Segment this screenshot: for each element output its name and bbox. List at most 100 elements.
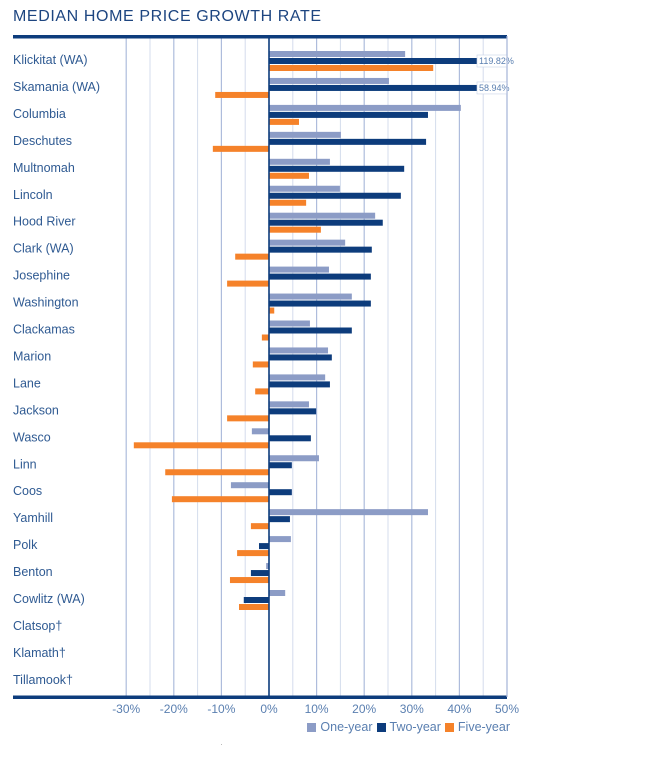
bar-two-year-1 bbox=[269, 84, 477, 91]
category-label: Polk bbox=[13, 538, 38, 552]
category-label: Cowlitz (WA) bbox=[13, 592, 85, 606]
bar-five-year-12 bbox=[255, 388, 269, 395]
category-label: Coos bbox=[13, 484, 42, 498]
category-label: Klickitat (WA) bbox=[13, 53, 88, 67]
decorative-dot bbox=[221, 744, 222, 745]
bar-two-year-4 bbox=[269, 165, 405, 172]
bar-one-year-17 bbox=[269, 509, 428, 516]
bar-one-year-0 bbox=[269, 51, 406, 57]
bar-five-year-14 bbox=[133, 442, 269, 449]
bar-five-year-16 bbox=[171, 496, 269, 503]
data-label-1: 58.94% bbox=[479, 83, 510, 93]
category-labels: Klickitat (WA) Skamania (WA) Columbia Desch… bbox=[13, 53, 100, 687]
category-label: Skamania (WA) bbox=[13, 80, 100, 94]
bar-one-year-19 bbox=[266, 563, 269, 570]
bar-two-year-17 bbox=[269, 516, 290, 523]
category-label: Benton bbox=[13, 565, 53, 579]
legend-swatch-one-year bbox=[307, 722, 317, 732]
category-label: Yamhill bbox=[13, 511, 53, 525]
category-label: Clark (WA) bbox=[13, 242, 74, 256]
bar-five-year-7 bbox=[235, 253, 269, 260]
bar-one-year-20 bbox=[269, 590, 286, 596]
category-label: Multnomah bbox=[13, 161, 75, 175]
legend-item-two-year: Two-year bbox=[376, 720, 441, 734]
frame bbox=[13, 35, 508, 699]
top-rule bbox=[13, 35, 507, 39]
legend-label: One-year bbox=[320, 720, 373, 734]
bar-five-year-19 bbox=[229, 577, 269, 584]
bar-five-year-15 bbox=[165, 469, 269, 476]
bar-one-year-5 bbox=[269, 185, 340, 192]
bottom-rule bbox=[13, 695, 507, 699]
bar-five-year-18 bbox=[237, 550, 269, 557]
bar-one-year-4 bbox=[269, 158, 330, 165]
data-labels: 119.82% 58.94% bbox=[476, 54, 514, 95]
bar-five-year-6 bbox=[269, 226, 321, 233]
grid-lines bbox=[125, 36, 508, 697]
bar-one-year-9 bbox=[269, 293, 352, 300]
bar-two-year-10 bbox=[269, 327, 352, 334]
bar-two-year-9 bbox=[269, 300, 371, 307]
x-tick-label: -10% bbox=[207, 702, 235, 716]
bar-two-year-5 bbox=[269, 192, 401, 199]
bar-one-year-16 bbox=[230, 482, 269, 489]
legend-label: Two-year bbox=[389, 720, 441, 734]
bar-two-year-12 bbox=[269, 381, 330, 388]
bar-five-year-11 bbox=[252, 361, 269, 368]
category-label: Klamath† bbox=[13, 646, 66, 660]
category-label: Deschutes bbox=[13, 134, 72, 148]
legend: One-year Two-year Five-year bbox=[303, 720, 510, 734]
x-tick-labels: -30% -20% -10% 0% 10% 20% 30% 40% 50% bbox=[112, 702, 519, 716]
bar-one-year-7 bbox=[269, 239, 346, 246]
bar-five-year-8 bbox=[227, 280, 269, 287]
bar-one-year-15 bbox=[269, 455, 319, 462]
bar-one-year-13 bbox=[269, 401, 309, 408]
bar-one-year-2 bbox=[269, 104, 461, 111]
bar-five-year-20 bbox=[239, 604, 269, 610]
data-label-0: 119.82% bbox=[479, 56, 514, 66]
category-label: Washington bbox=[13, 296, 79, 310]
category-label: Jackson bbox=[13, 403, 59, 417]
x-tick-label: 50% bbox=[495, 702, 519, 716]
bar-two-year-19 bbox=[250, 570, 269, 577]
x-tick-label: 10% bbox=[305, 702, 329, 716]
bar-two-year-6 bbox=[269, 219, 383, 226]
bar-two-year-3 bbox=[269, 138, 427, 145]
bar-five-year-10 bbox=[261, 334, 269, 341]
bar-one-year-18 bbox=[269, 536, 291, 543]
x-tick-label: -30% bbox=[112, 702, 140, 716]
x-tick-label: 30% bbox=[400, 702, 424, 716]
bar-two-year-20 bbox=[243, 597, 269, 603]
bar-one-year-10 bbox=[269, 320, 310, 327]
bar-two-year-14 bbox=[269, 435, 311, 442]
bar-one-year-8 bbox=[269, 266, 329, 273]
bar-one-year-11 bbox=[269, 347, 329, 354]
x-tick-label: 0% bbox=[260, 702, 278, 716]
bar-two-year-7 bbox=[269, 246, 372, 253]
bar-two-year-18 bbox=[259, 543, 269, 550]
legend-swatch-five-year bbox=[444, 722, 454, 732]
bar-two-year-15 bbox=[269, 462, 292, 469]
bar-five-year-0 bbox=[269, 65, 434, 71]
bar-five-year-5 bbox=[269, 199, 307, 206]
category-label: Lane bbox=[13, 376, 41, 390]
bar-one-year-6 bbox=[269, 212, 376, 219]
bar-one-year-12 bbox=[269, 374, 326, 381]
bar-five-year-17 bbox=[250, 523, 269, 530]
category-label: Josephine bbox=[13, 269, 70, 283]
x-tick-label: 40% bbox=[447, 702, 471, 716]
category-label: Clackamas bbox=[13, 323, 75, 337]
bar-five-year-4 bbox=[269, 172, 309, 179]
bar-two-year-13 bbox=[269, 408, 317, 415]
bar-two-year-2 bbox=[269, 111, 428, 118]
x-tick-label: 20% bbox=[352, 702, 376, 716]
bar-five-year-3 bbox=[212, 145, 269, 152]
category-label: Wasco bbox=[13, 430, 51, 444]
bar-two-year-16 bbox=[269, 489, 292, 496]
bar-five-year-2 bbox=[269, 118, 299, 125]
category-label: Hood River bbox=[13, 215, 76, 229]
bar-five-year-9 bbox=[269, 307, 275, 314]
category-label: Lincoln bbox=[13, 188, 53, 202]
legend-swatch-two-year bbox=[376, 722, 386, 732]
